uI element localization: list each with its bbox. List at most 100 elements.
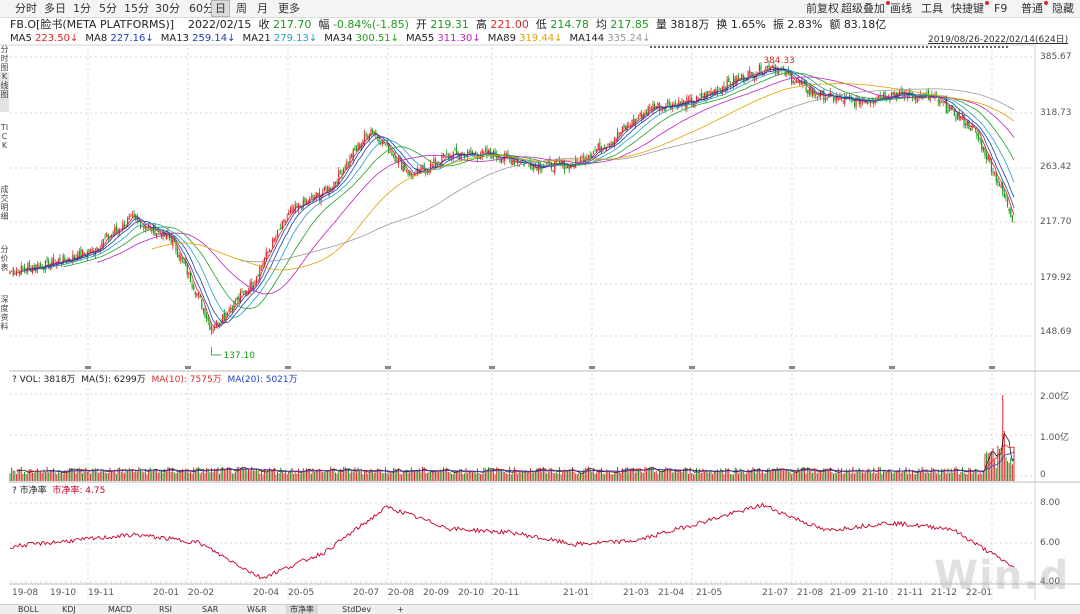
indicator-tab[interactable]: W&R [247,605,267,614]
candle-body [626,124,628,131]
sidebar-tab[interactable]: 分时图 [0,45,9,72]
candle-body [831,93,833,95]
candle-body [118,230,121,233]
candle-body [365,133,367,136]
vol-label: 量 [655,18,667,31]
period-tab[interactable]: 30分 [155,2,180,15]
candle-body [916,99,918,103]
candle-body [275,237,277,240]
indicator-tab[interactable]: MACD [108,605,132,614]
time-tick-label: 21-09 [830,588,857,598]
sidebar-tab[interactable]: TICK [0,123,9,150]
candle-body [351,154,353,158]
candle-body [85,255,87,257]
indicator-tab[interactable]: RSI [159,605,172,614]
candle-body [581,156,583,159]
candle-body [91,249,93,250]
period-tab[interactable]: 15分 [124,2,149,15]
candle-body [884,91,886,99]
candle-body [834,98,836,100]
candle-body [510,158,512,165]
f9-button[interactable]: F9 [994,1,1007,16]
sidebar-tab[interactable]: 深度资料 [0,295,9,331]
left-sidebar: 分时图 K线图 TICK 成交明细分价表深度资料 [0,45,9,350]
period-tab[interactable]: 更多 [278,2,300,15]
candle-body [421,166,424,168]
candle-body [800,82,802,85]
candle-body [206,314,208,319]
indicator-tab[interactable]: SAR [202,605,219,614]
candle-body [357,143,359,151]
candle-body [592,151,594,153]
pe-tick-label: 8.00 [1040,498,1061,508]
sidebar-tab[interactable]: K线图 [0,72,9,112]
overlay-button[interactable]: 超级叠加 [841,1,890,16]
add-indicator-button[interactable]: + [397,605,404,614]
candle-body [894,93,896,95]
ma-legend-item: MA13 259.14↓ [161,33,236,44]
candle-body [151,227,153,232]
candle-body [649,106,651,110]
sidebar-tab[interactable]: 分价表 [0,245,9,272]
candle-body [628,125,630,127]
ma-line [151,83,1015,271]
fq-button[interactable]: 前复权 [806,1,839,16]
tools-button[interactable]: 工具 [921,1,943,16]
period-tab[interactable]: 多日 [44,2,66,15]
candle-body [362,140,364,145]
candle-body [481,150,483,157]
candle-body [128,216,130,220]
candle-body [961,115,964,117]
candle-body [323,186,325,191]
indicator-tab[interactable]: 市净率 [286,605,318,614]
draw-line-button[interactable]: 画线 [890,1,912,16]
candle-body [104,236,106,239]
open-label: 开 [415,18,427,31]
sidebar-tab[interactable]: 成交明细 [0,185,9,221]
period-tab[interactable]: 60分 [189,2,214,15]
candle-body [159,233,161,235]
candle-body [19,272,21,275]
candle-body [199,295,201,298]
date-range-label[interactable]: 2019/08/26-2022/02/14(624日) [928,35,1069,45]
candle-body [670,106,672,110]
high-label: 高 [475,18,487,31]
period-tab[interactable]: 日 [211,0,230,17]
indicator-tab[interactable]: KDJ [62,605,76,614]
time-tick-label: 20-08 [388,588,415,598]
candle-body [489,148,491,156]
help-icon[interactable]: ? [12,486,17,496]
candle-body [547,160,549,164]
candle-body [694,102,696,107]
period-tab[interactable]: 周 [236,2,247,15]
candle-body [289,209,292,214]
candle-body [797,80,799,83]
time-tick-label: 20-11 [493,588,520,598]
candle-body [170,236,172,243]
candle-body [484,150,487,151]
period-tab[interactable]: 分时 [15,2,37,15]
period-tab[interactable]: 1分 [73,2,91,15]
candle-body [989,156,991,162]
time-tick-label: 20-02 [188,588,215,598]
normal-mode-button[interactable]: 普通 [1021,1,1048,16]
ma-line [21,67,1015,327]
candle-body [193,285,195,291]
candle-body [805,80,807,92]
ma-value: 335.24↓ [607,33,651,44]
shortcut-button[interactable]: 快捷键 [951,1,989,16]
candle-body [607,143,609,146]
candle-body [869,100,872,104]
indicator-tab[interactable]: BOLL [18,605,39,614]
indicator-tab[interactable]: StdDev [342,605,372,614]
candle-body [997,179,999,184]
period-tab[interactable]: 5分 [99,2,117,15]
period-tab[interactable]: 月 [257,2,268,15]
candle-body [533,165,535,170]
help-icon[interactable]: ? [12,375,17,385]
candle-body [657,103,659,106]
candle-body [344,166,346,169]
ma-legend-item: MA55 311.30↓ [406,33,481,44]
hide-button[interactable]: 隐藏 [1052,1,1074,16]
